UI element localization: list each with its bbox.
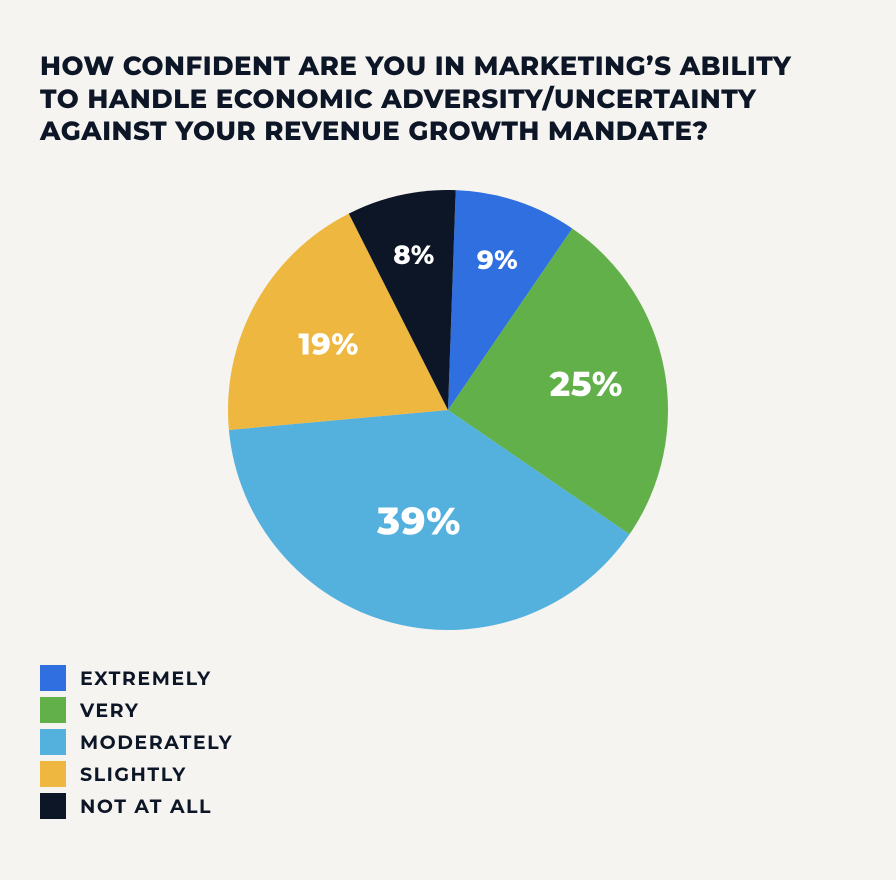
legend-item-moderately: MODERATELY xyxy=(40,729,233,755)
pie-slice-label-extremely: 9% xyxy=(477,244,518,276)
pie-slice-label-moderately: 39% xyxy=(377,497,461,544)
legend-swatch-extremely xyxy=(40,665,66,691)
pie-chart: 9% 25% 39% 19% 8% xyxy=(228,190,668,630)
legend-swatch-slightly xyxy=(40,761,66,787)
pie-slice-label-not-at-all: 8% xyxy=(393,239,435,271)
legend-label-very: VERY xyxy=(80,699,139,722)
pie-slice-label-slightly: 19% xyxy=(299,325,359,362)
pie-svg xyxy=(228,190,668,630)
legend-swatch-moderately xyxy=(40,729,66,755)
legend-item-very: VERY xyxy=(40,697,233,723)
legend-label-moderately: MODERATELY xyxy=(80,731,233,754)
legend-swatch-very xyxy=(40,697,66,723)
legend-item-not-at-all: NOT AT ALL xyxy=(40,793,233,819)
legend-swatch-not-at-all xyxy=(40,793,66,819)
legend: EXTREMELY VERY MODERATELY SLIGHTLY NOT AT AL… xyxy=(40,665,233,825)
pie-chart-area: 9% 25% 39% 19% 8% xyxy=(0,190,896,630)
chart-title: HOW CONFIDENT ARE YOU IN MARKETING’S ABI… xyxy=(40,50,836,148)
legend-item-extremely: EXTREMELY xyxy=(40,665,233,691)
legend-label-slightly: SLIGHTLY xyxy=(80,763,187,786)
legend-label-extremely: EXTREMELY xyxy=(80,667,212,690)
pie-slice-label-very: 25% xyxy=(550,363,623,405)
legend-item-slightly: SLIGHTLY xyxy=(40,761,233,787)
legend-label-not-at-all: NOT AT ALL xyxy=(80,795,212,818)
